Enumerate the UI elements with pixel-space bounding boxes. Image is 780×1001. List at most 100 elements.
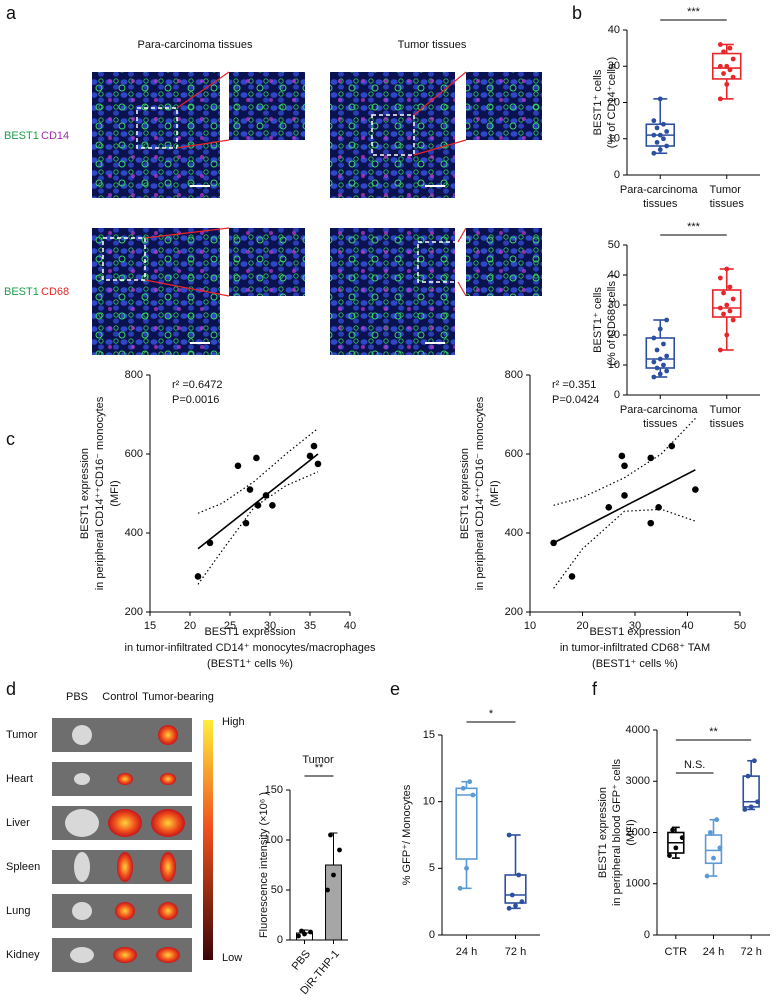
zoom-box — [102, 237, 146, 281]
data-point — [654, 139, 660, 145]
x-axis-label: in tumor-infiltrated CD14⁺ monocytes/mac… — [125, 642, 376, 654]
data-point — [664, 143, 670, 149]
label-line: Para-carcinoma — [620, 184, 701, 196]
chart-title: Tumor — [302, 754, 334, 766]
data-point — [727, 284, 733, 290]
column-header: Tumor tissues — [398, 39, 467, 51]
x-axis-label: (BEST1⁺ cells %) — [207, 658, 293, 670]
colorbar-label: Low — [222, 952, 242, 964]
organ-label: Tumor — [6, 729, 38, 741]
data-point — [296, 933, 301, 939]
x-tick-label: Tumor tissues — [710, 404, 745, 430]
label-line: tissues — [643, 198, 678, 210]
organ — [160, 773, 176, 785]
data-point — [661, 362, 666, 368]
organ — [156, 947, 180, 963]
data-point — [331, 872, 336, 878]
data-point — [651, 150, 657, 156]
data-point — [651, 132, 657, 138]
data-point — [254, 502, 262, 509]
organ-label: Spleen — [6, 861, 40, 873]
data-point — [651, 118, 657, 124]
y-axis-label: (% of CD14⁺cells ) — [606, 57, 618, 148]
data-point — [516, 872, 522, 878]
micrograph-overlay — [466, 228, 542, 296]
data-point — [724, 63, 730, 69]
data-point — [664, 129, 670, 134]
organ — [113, 947, 137, 963]
y-tick-label: 3000 — [626, 775, 650, 787]
organ — [158, 725, 178, 745]
data-point — [337, 847, 342, 853]
x-tick-label: 15 — [144, 620, 156, 632]
y-axis-label: (MFI) — [109, 480, 121, 506]
significance-label: *** — [687, 221, 701, 233]
organ-label: Lung — [6, 905, 30, 917]
data-point — [721, 71, 726, 76]
x-tick-label: Tumor tissues — [710, 184, 745, 210]
y-tick-label: 4000 — [626, 724, 650, 736]
x-axis-label: BEST1 expression — [589, 626, 680, 638]
organ — [72, 902, 92, 920]
confidence-band — [197, 427, 319, 514]
zoom-box — [371, 114, 415, 156]
y-tick-label: 40 — [608, 269, 620, 281]
box — [504, 874, 527, 904]
y-axis-label: BEST1 expression — [459, 448, 471, 539]
data-point — [730, 317, 736, 323]
x-tick-label: 72 h — [505, 946, 526, 958]
y-tick-label: 10 — [608, 133, 620, 145]
data-point — [470, 792, 476, 798]
data-point — [661, 136, 666, 142]
box — [645, 337, 676, 369]
data-point — [742, 807, 748, 812]
x-tick-label: 20 — [576, 620, 588, 632]
data-point — [464, 865, 469, 871]
organ — [65, 809, 99, 837]
data-point — [269, 502, 276, 509]
data-point — [724, 266, 730, 272]
data-point — [654, 125, 660, 131]
data-point — [727, 45, 733, 51]
data-point — [664, 317, 670, 323]
data-point — [711, 855, 716, 861]
box — [455, 787, 478, 860]
data-point — [670, 827, 676, 833]
x-tick-label: 20 — [184, 620, 196, 632]
data-point — [721, 311, 726, 317]
data-point — [692, 486, 699, 493]
data-point — [748, 804, 754, 810]
y-tick-label: 200 — [505, 606, 523, 618]
data-point — [707, 830, 713, 835]
y-axis-label: % GFP⁺/ Monocytes — [401, 784, 413, 885]
organ — [115, 902, 135, 920]
stain-label: BEST1 — [4, 286, 39, 298]
y-tick-label: 20 — [608, 329, 620, 341]
organ — [151, 809, 185, 837]
data-point — [647, 454, 655, 462]
data-point — [717, 845, 723, 851]
colorbar-label: High — [222, 716, 245, 728]
data-point — [717, 275, 723, 281]
y-tick-label: 150 — [265, 784, 283, 796]
decoration — [52, 71, 542, 972]
organ-label: Liver — [6, 817, 30, 829]
annotation: P=0.0016 — [172, 394, 219, 406]
data-point — [721, 290, 726, 296]
x-tick-label: 24 h — [703, 946, 724, 958]
micrograph-overlay — [330, 72, 455, 198]
colorbar — [203, 720, 213, 960]
y-axis-label: (MFI) — [489, 480, 501, 506]
label-line: tissues — [710, 198, 745, 210]
label-line: Tumor — [710, 184, 744, 196]
fit-line — [197, 453, 319, 550]
data-point — [655, 504, 662, 511]
data-point — [651, 359, 657, 365]
data-point — [328, 832, 333, 838]
data-point — [654, 347, 660, 353]
data-point — [664, 353, 670, 359]
organ — [158, 902, 178, 920]
micrograph-overlay — [92, 228, 220, 355]
y-tick-label: 800 — [125, 369, 143, 381]
